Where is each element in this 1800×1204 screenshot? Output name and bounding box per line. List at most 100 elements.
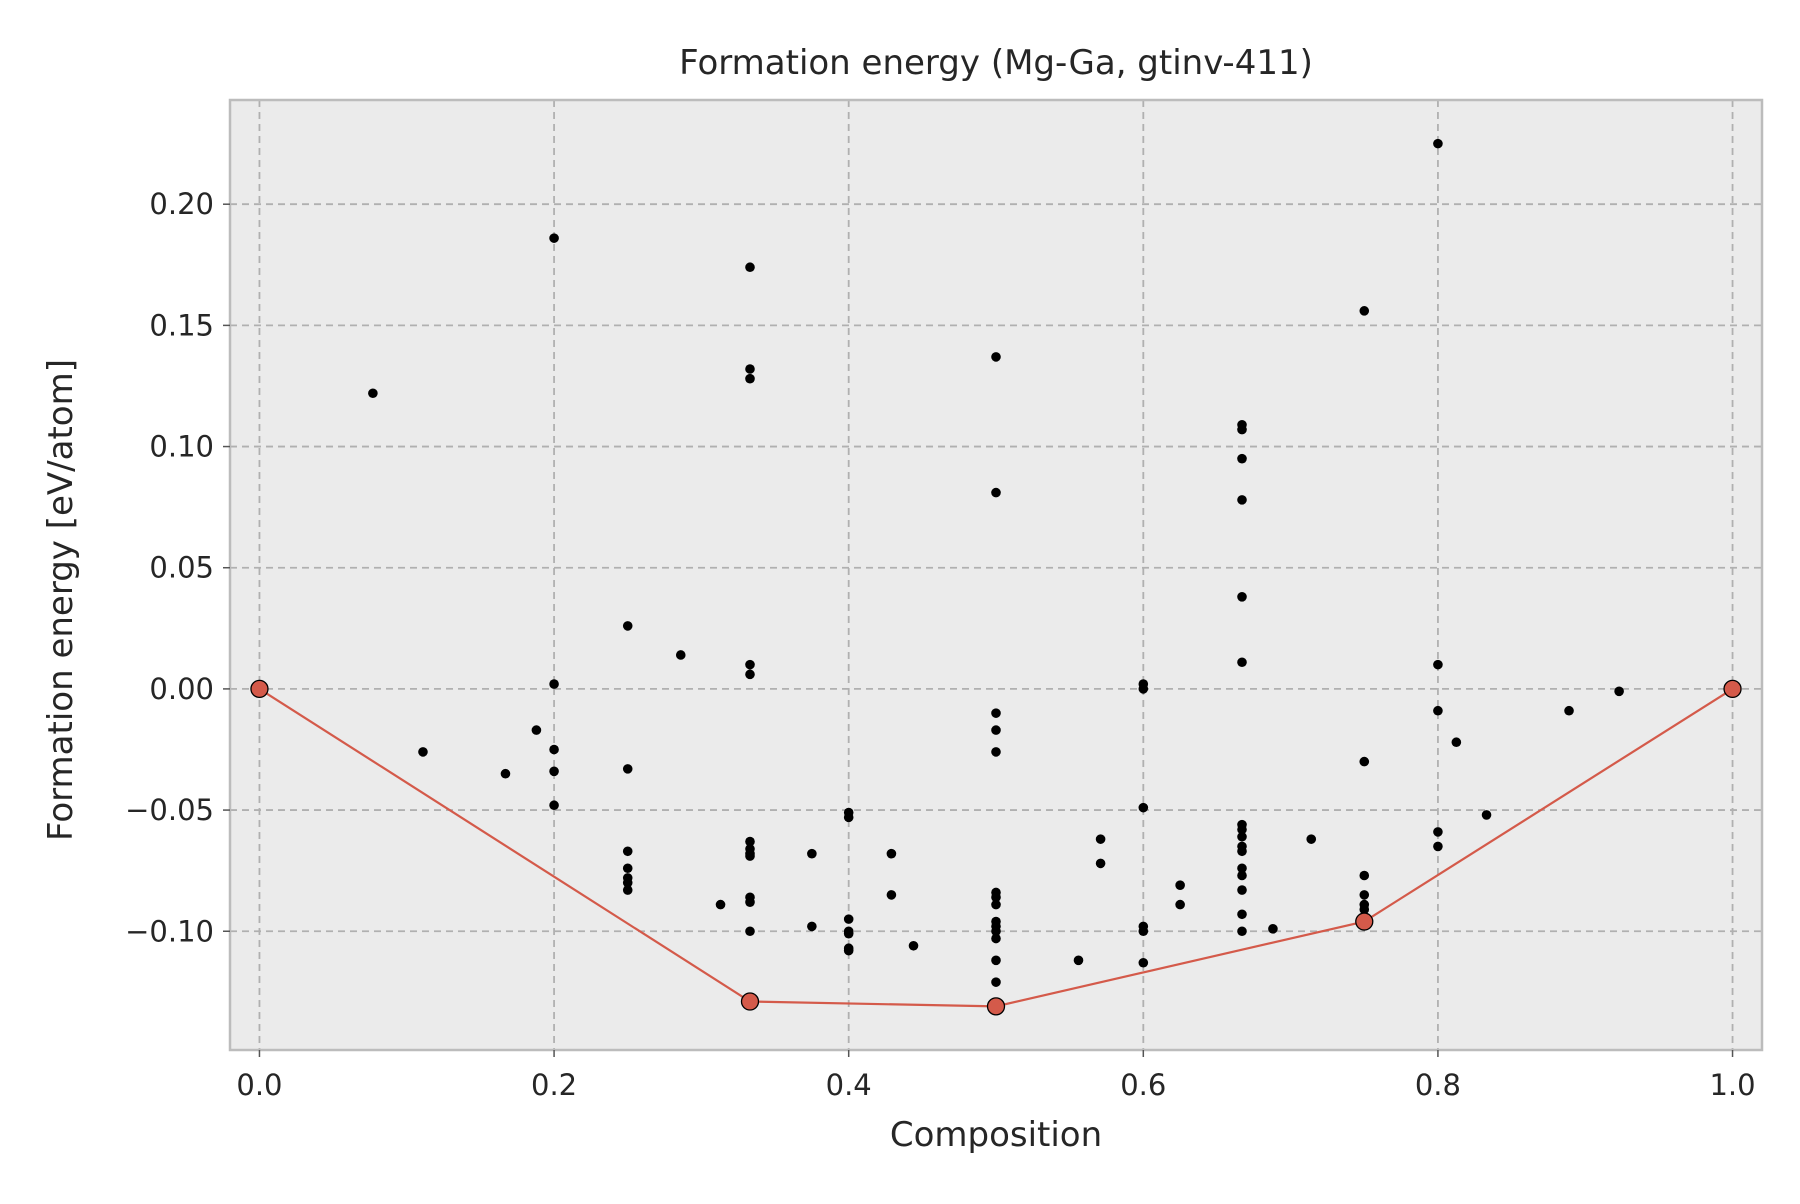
data-point [549,744,559,755]
data-point [991,933,1001,944]
data-point [745,659,755,670]
data-point [1237,453,1247,464]
data-point [843,812,854,823]
data-point [622,764,633,774]
data-point [991,977,1001,987]
y-tick-label: −0.05 [125,793,214,827]
data-point [675,650,686,660]
y-tick-label: 0.10 [149,430,214,464]
data-point [745,851,755,861]
data-point [843,914,854,924]
data-point [1095,858,1106,869]
x-tick-labels: 0.0 0.2 0.4 0.6 0.8 1.0 [236,1050,1756,1102]
data-point [622,621,633,631]
data-point [807,848,817,859]
data-point [1237,870,1247,881]
chart-title: Formation energy (Mg-Ga, gtinv-411) [679,43,1313,83]
data-point [1433,659,1443,670]
hull-markers [250,679,1742,1016]
data-point [991,899,1001,910]
data-point [745,262,755,273]
data-point [745,836,755,847]
data-point [549,766,559,777]
data-point [1481,810,1492,820]
data-point [622,877,633,888]
data-points [368,138,1624,987]
data-point [1237,424,1247,435]
hull-point [250,679,269,699]
data-point [1138,684,1149,694]
data-point [1359,890,1370,900]
y-tick-labels: −0.10 −0.05 0.00 0.05 0.10 0.15 0.20 [125,187,230,948]
data-point [1175,899,1185,910]
data-point [1138,926,1149,937]
data-point [549,233,559,243]
x-axis-label: Composition [890,1115,1102,1155]
y-tick-label: 0.20 [149,187,214,221]
data-point [1268,924,1278,934]
data-point [991,352,1001,362]
data-point [1433,827,1443,837]
x-tick-label: 0.8 [1415,1068,1461,1102]
data-point [886,890,897,900]
data-point [991,955,1001,966]
data-point [991,487,1001,498]
data-point [1451,737,1462,748]
data-point [1237,592,1247,602]
data-point [1433,138,1443,149]
data-point [622,846,633,857]
data-point [1433,841,1443,852]
data-point [1614,686,1624,697]
data-point [1433,705,1443,716]
y-tick-label: 0.05 [149,551,214,585]
data-point [1138,957,1149,968]
data-point [745,669,755,680]
data-point [1359,756,1370,767]
y-axis-label: Formation energy [eV/atom] [41,359,81,841]
data-point [1359,306,1370,316]
data-point [745,926,755,937]
hull-point [740,992,760,1011]
y-tick-label: 0.00 [149,672,214,706]
y-tick-label: −0.10 [125,914,214,948]
data-point [1359,904,1370,915]
hull-point [1723,679,1742,699]
data-point [1237,846,1247,857]
data-point [745,364,755,374]
data-point [549,679,559,689]
plot-frame [228,98,1764,1052]
x-tick-label: 0.4 [826,1068,872,1102]
x-tick-label: 1.0 [1709,1068,1755,1102]
data-point [843,945,854,956]
data-point [1237,824,1247,835]
x-tick-label: 0.0 [236,1068,282,1102]
data-point [991,708,1001,718]
grid-lines [230,100,1762,1050]
data-point [622,863,633,874]
data-point [715,899,726,910]
x-tick-label: 0.2 [531,1068,577,1102]
data-point [1564,705,1574,716]
hull-point [1355,912,1374,931]
data-point [1073,955,1084,966]
data-point [1237,863,1247,874]
data-point [991,926,1001,937]
data-point [531,725,542,735]
data-point [1237,495,1247,505]
data-point [1359,870,1370,881]
data-point [1306,834,1317,844]
y-tick-label: 0.15 [149,308,214,342]
data-point [908,940,919,951]
hull-point [986,997,1006,1016]
data-point [991,892,1001,903]
data-point [1175,880,1185,891]
data-point [1237,909,1247,920]
data-point [991,725,1001,735]
data-point [1095,834,1106,844]
data-point [807,921,817,932]
data-point [1237,926,1247,937]
data-point [500,768,511,779]
data-point [745,373,755,384]
